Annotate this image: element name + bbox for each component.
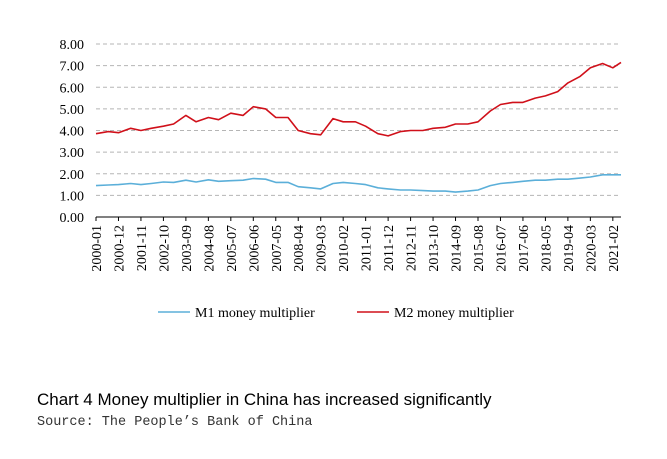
x-tick-label: 2000-01 xyxy=(90,225,105,272)
chart-caption: Chart 4 Money multiplier in China has in… xyxy=(37,390,492,409)
x-tick-label: 2011-12 xyxy=(382,225,397,271)
y-axis: 0.00 1.00 2.00 3.00 4.00 5.00 6.00 7.00 8.00 xyxy=(60,38,85,226)
x-tick-label: 2016-07 xyxy=(494,225,509,272)
x-tick-label: 2002-10 xyxy=(157,225,172,272)
y-tick-label: 5.00 xyxy=(60,103,85,118)
x-axis: 2000-01 2000-12 2001-11 2002-10 2003-09 2004-… xyxy=(90,216,622,272)
x-tick-label: 2015-08 xyxy=(472,225,487,272)
legend-label: M2 money multiplier xyxy=(394,306,514,321)
y-tick-label: 0.00 xyxy=(60,211,85,226)
chart-source: Source: The People’s Bank of China xyxy=(37,415,313,430)
series-line-m2 xyxy=(95,61,622,137)
x-tick-label: 2014-09 xyxy=(450,225,465,272)
legend: M1 money multiplier M2 money multiplier xyxy=(158,306,514,321)
chart: 0.00 1.00 2.00 3.00 4.00 5.00 6.00 7.00 8.00 200… xyxy=(60,38,622,321)
y-tick-label: 7.00 xyxy=(60,60,85,75)
x-tick-label: 2019-04 xyxy=(562,225,577,272)
y-tick-label: 3.00 xyxy=(60,146,85,161)
x-tick-label: 2020-03 xyxy=(584,225,599,272)
x-tick-label: 2003-09 xyxy=(180,225,195,272)
series-line-m1 xyxy=(95,174,621,193)
x-tick-label: 2010-02 xyxy=(337,225,352,272)
x-tick-label: 2004-08 xyxy=(202,225,217,272)
y-tick-label: 4.00 xyxy=(60,125,85,140)
x-tick-label: 2013-10 xyxy=(427,225,442,272)
x-tick-label: 2017-06 xyxy=(517,225,532,272)
x-tick-label: 2011-01 xyxy=(360,225,375,271)
y-tick-label: 1.00 xyxy=(60,189,85,204)
gridlines xyxy=(96,43,621,196)
x-tick-label: 2009-03 xyxy=(315,225,330,272)
series-lines xyxy=(95,61,622,193)
x-tick-label: 2007-05 xyxy=(270,225,285,272)
x-tick-label: 2018-05 xyxy=(539,225,554,272)
x-tick-label: 2008-04 xyxy=(292,225,307,272)
y-tick-label: 8.00 xyxy=(60,38,85,53)
x-tick-label: 2021-02 xyxy=(607,225,622,272)
x-tick-label: 2006-06 xyxy=(247,225,262,272)
x-tick-label: 2012-11 xyxy=(405,225,420,271)
y-tick-label: 2.00 xyxy=(60,168,85,183)
x-tick-label: 2000-12 xyxy=(112,225,127,272)
y-tick-label: 6.00 xyxy=(60,81,85,96)
x-tick-label: 2001-11 xyxy=(135,225,150,271)
legend-label: M1 money multiplier xyxy=(195,306,315,321)
x-tick-label: 2005-07 xyxy=(225,225,240,272)
